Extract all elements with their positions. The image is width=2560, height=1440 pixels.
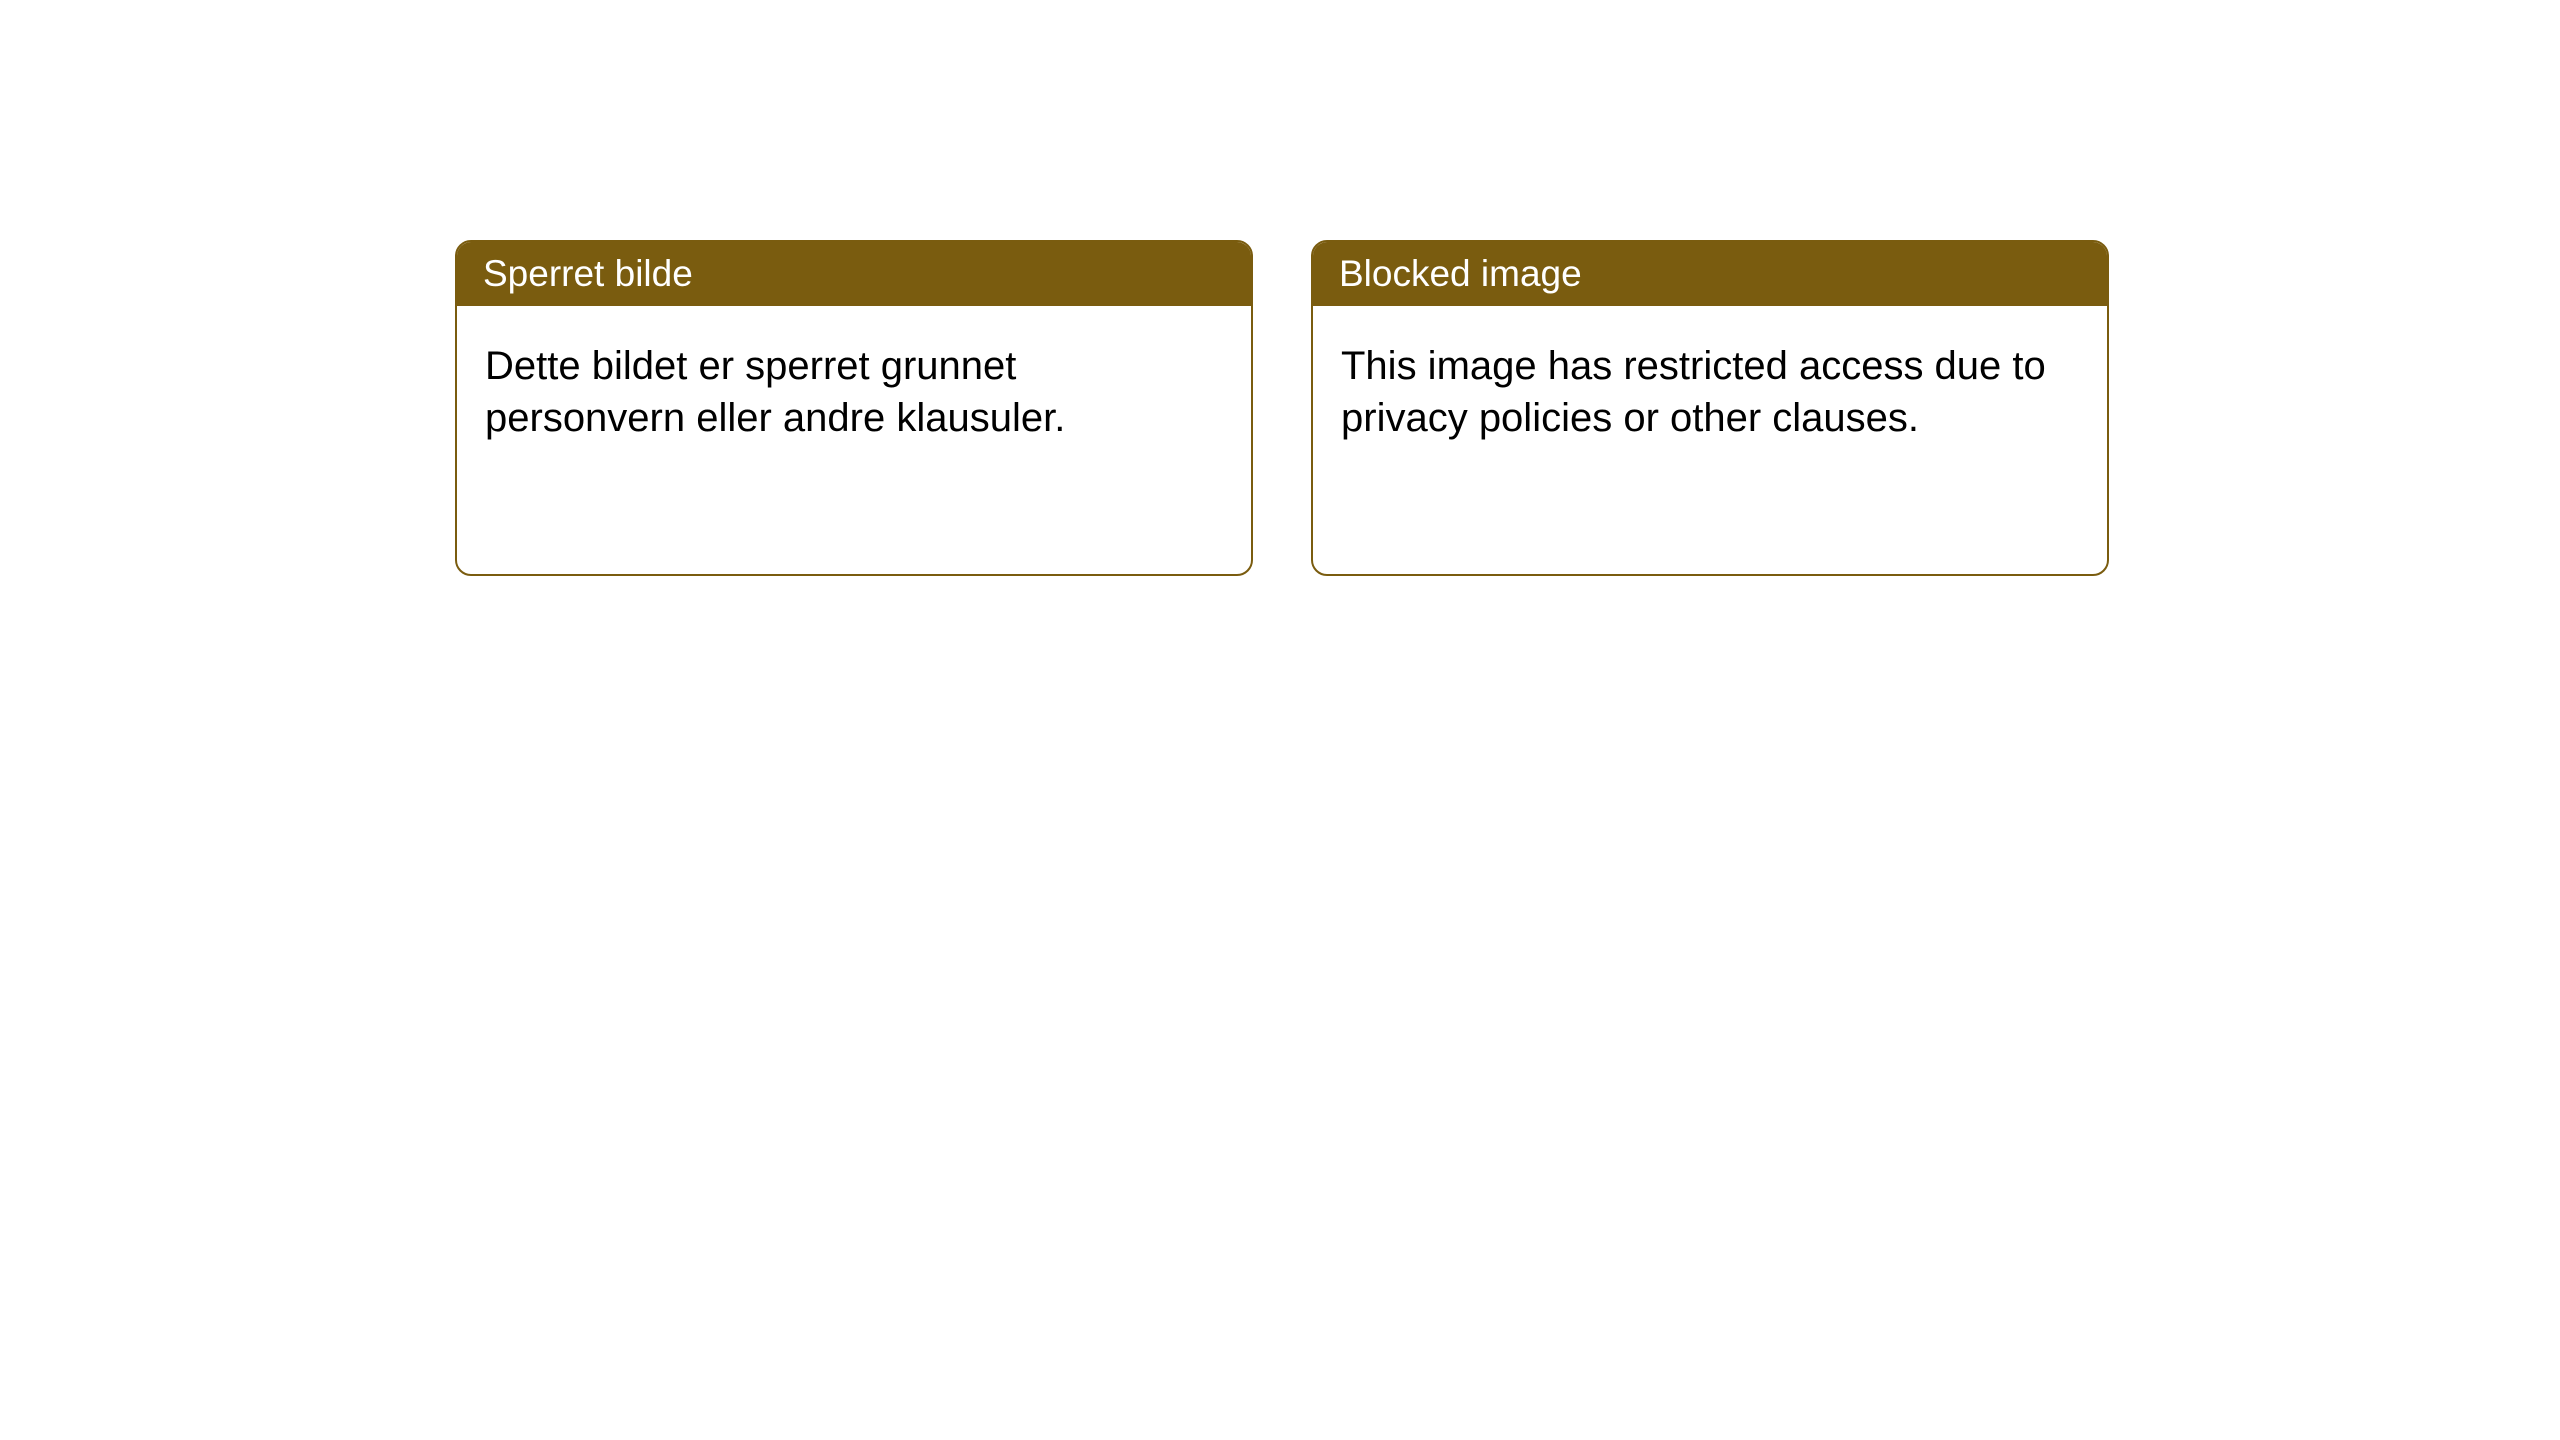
card-header-text-no: Sperret bilde bbox=[483, 253, 693, 294]
card-header-no: Sperret bilde bbox=[457, 242, 1251, 306]
blocked-image-notices: Sperret bilde Dette bildet er sperret gr… bbox=[455, 240, 2560, 576]
card-body-text-en: This image has restricted access due to … bbox=[1341, 340, 2079, 444]
blocked-image-card-no: Sperret bilde Dette bildet er sperret gr… bbox=[455, 240, 1253, 576]
card-header-en: Blocked image bbox=[1313, 242, 2107, 306]
card-body-no: Dette bildet er sperret grunnet personve… bbox=[457, 306, 1251, 478]
card-body-en: This image has restricted access due to … bbox=[1313, 306, 2107, 478]
card-body-text-no: Dette bildet er sperret grunnet personve… bbox=[485, 340, 1223, 444]
blocked-image-card-en: Blocked image This image has restricted … bbox=[1311, 240, 2109, 576]
card-header-text-en: Blocked image bbox=[1339, 253, 1582, 294]
